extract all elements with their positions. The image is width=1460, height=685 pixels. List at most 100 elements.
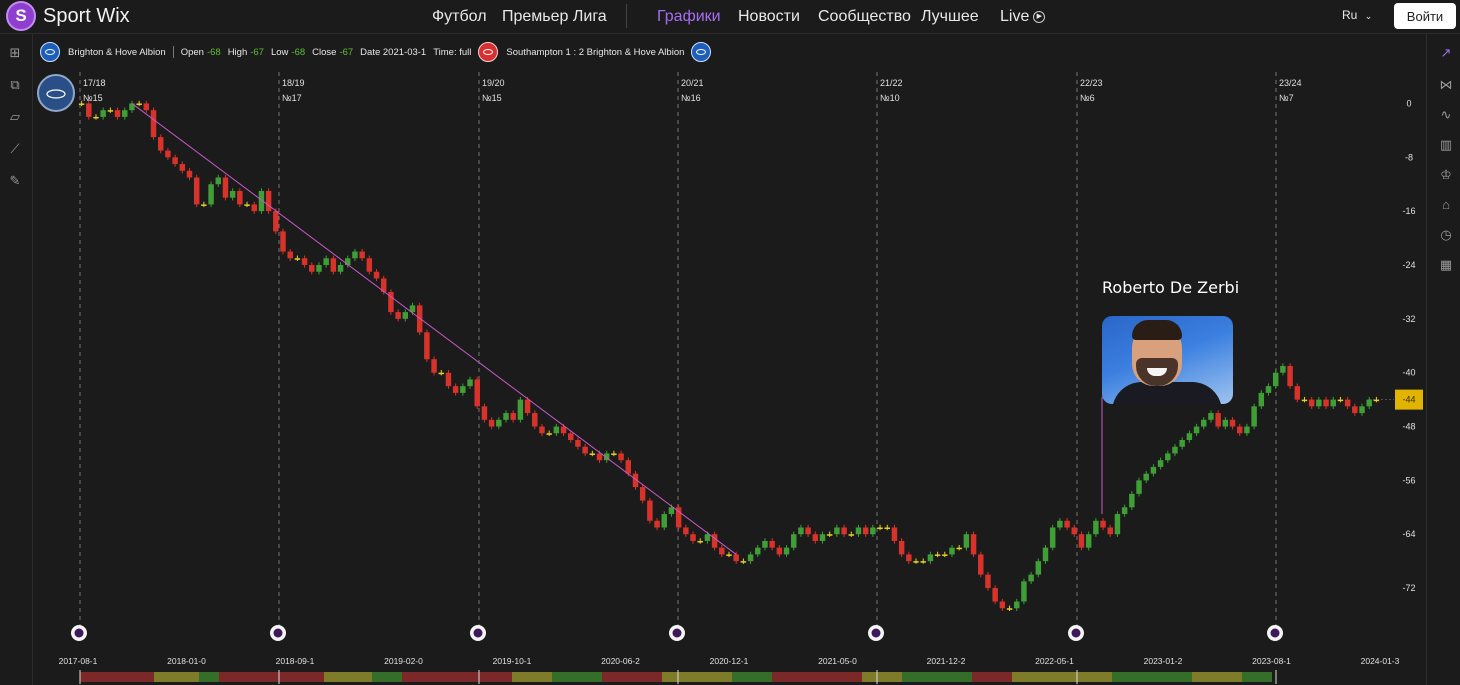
nav-best[interactable]: Лучшее bbox=[921, 8, 979, 25]
indicator-icon[interactable]: ⋈ bbox=[1439, 77, 1453, 92]
trend-icon[interactable]: ∿ bbox=[1440, 107, 1452, 122]
home-icon[interactable]: ⌂ bbox=[1442, 197, 1450, 212]
candle-body bbox=[539, 426, 545, 434]
form-ribbon-segment bbox=[324, 672, 372, 682]
candle-body bbox=[1366, 399, 1372, 407]
form-ribbon-segment bbox=[402, 672, 512, 682]
candle-body bbox=[913, 561, 919, 563]
candle-body bbox=[862, 527, 869, 535]
candle-body bbox=[1049, 527, 1056, 548]
candle-body bbox=[114, 110, 121, 117]
nav-live[interactable]: Live ▶ bbox=[1000, 8, 1046, 26]
photo-hair bbox=[1132, 320, 1182, 340]
nav-premier-league[interactable]: Премьер Лига bbox=[502, 8, 607, 25]
candle-body bbox=[1244, 426, 1250, 434]
language-select[interactable]: Ru ⌄ bbox=[1342, 8, 1372, 22]
current-price-label: -44 bbox=[1402, 395, 1415, 405]
nav-news[interactable]: Новости bbox=[738, 8, 800, 25]
candle-body bbox=[1121, 507, 1128, 515]
candle-body bbox=[776, 547, 783, 555]
candle-body bbox=[690, 534, 696, 541]
candle-body bbox=[229, 190, 236, 198]
ruler-icon[interactable]: ▱ bbox=[10, 109, 20, 124]
candle-body bbox=[1165, 453, 1171, 461]
candle-body bbox=[244, 204, 250, 206]
date-value: Date 2021-03-1 bbox=[360, 46, 427, 58]
add-chart-icon[interactable]: ⊞ bbox=[9, 45, 21, 60]
crest-seagull bbox=[46, 89, 66, 99]
candle-body bbox=[143, 103, 150, 111]
candle-body bbox=[870, 527, 876, 535]
line-chart-icon[interactable]: ⧉ bbox=[10, 77, 20, 92]
candle-body bbox=[503, 413, 509, 420]
stopwatch-icon[interactable]: ◷ bbox=[1440, 227, 1452, 242]
form-ribbon-segment bbox=[902, 672, 972, 682]
candlestick-chart[interactable]: 17/18 №15 18/19 №17 19/20 №15 20/21 №16 21/22 №10… bbox=[34, 70, 1426, 685]
candle-body bbox=[596, 453, 603, 461]
candle-body bbox=[424, 332, 430, 360]
app-logo[interactable]: S Sport Wix bbox=[6, 1, 130, 31]
candle-body bbox=[675, 507, 682, 528]
photo-body bbox=[1112, 382, 1222, 404]
candle-body bbox=[841, 527, 847, 535]
candle-body bbox=[1359, 406, 1365, 414]
candle-body bbox=[711, 534, 718, 548]
candle-body bbox=[323, 258, 329, 265]
candle-body bbox=[366, 258, 373, 272]
login-button[interactable]: Войти bbox=[1394, 3, 1456, 29]
candle-body bbox=[1330, 399, 1336, 407]
form-ribbon-segment bbox=[154, 672, 199, 682]
candle-body bbox=[791, 534, 797, 548]
candle-body bbox=[129, 103, 135, 111]
manager-photo bbox=[1102, 316, 1233, 404]
candle-body bbox=[388, 291, 394, 313]
calendar-icon[interactable]: ▦ bbox=[1439, 257, 1453, 272]
candle-body bbox=[639, 487, 646, 501]
x-tick-label: 2019-02-0 bbox=[384, 656, 423, 666]
compare-icon[interactable]: ▥ bbox=[1439, 137, 1453, 152]
candle-body bbox=[1201, 419, 1207, 427]
candle-body bbox=[359, 251, 365, 259]
pencil-icon[interactable]: ✎ bbox=[9, 173, 21, 188]
candle-body bbox=[373, 271, 380, 279]
candle-body bbox=[647, 500, 653, 521]
y-tick-label: -48 bbox=[1402, 422, 1415, 432]
candle-body bbox=[747, 554, 754, 562]
candle-body bbox=[265, 190, 272, 212]
candle-body bbox=[891, 527, 898, 541]
candle-body bbox=[1085, 534, 1092, 548]
form-ribbon-segment bbox=[972, 672, 1012, 682]
nav-charts[interactable]: Графики bbox=[657, 8, 721, 25]
form-ribbon-segment bbox=[662, 672, 732, 682]
candle-body bbox=[1265, 386, 1272, 393]
x-tick-label: 2023-01-2 bbox=[1144, 656, 1183, 666]
x-tick-label: 2024-01-3 bbox=[1361, 656, 1400, 666]
trendline-icon[interactable]: ⟋ bbox=[10, 141, 20, 156]
season-rank: №7 bbox=[1279, 93, 1294, 103]
trend-line bbox=[131, 103, 737, 555]
top-navigation-bar: S Sport Wix Футбол Премьер Лига Графики … bbox=[0, 0, 1460, 34]
x-tick-label: 2018-01-0 bbox=[167, 656, 206, 666]
form-ribbon-segment bbox=[512, 672, 552, 682]
candle-body bbox=[157, 137, 164, 151]
candle-body bbox=[704, 534, 711, 541]
candle-body bbox=[906, 554, 912, 562]
nav-community[interactable]: Сообщество bbox=[818, 8, 911, 25]
trophy-icon[interactable]: ♔ bbox=[1440, 167, 1452, 182]
candle-body bbox=[812, 534, 819, 541]
share-icon[interactable]: ↗ bbox=[1440, 45, 1452, 60]
candle-body bbox=[668, 507, 675, 515]
premier-league-icon-core bbox=[473, 628, 483, 638]
candle-body bbox=[337, 265, 344, 272]
candle-body bbox=[1193, 426, 1200, 434]
candle-body bbox=[237, 190, 243, 205]
candle-body bbox=[93, 116, 99, 119]
candle-body bbox=[208, 184, 214, 205]
candle-body bbox=[1229, 419, 1236, 427]
candle-body bbox=[697, 540, 703, 543]
candle-body bbox=[438, 372, 444, 375]
candle-body bbox=[949, 547, 955, 555]
candle-body bbox=[1308, 399, 1315, 407]
candle-body bbox=[445, 372, 452, 387]
nav-football[interactable]: Футбол bbox=[432, 8, 487, 25]
